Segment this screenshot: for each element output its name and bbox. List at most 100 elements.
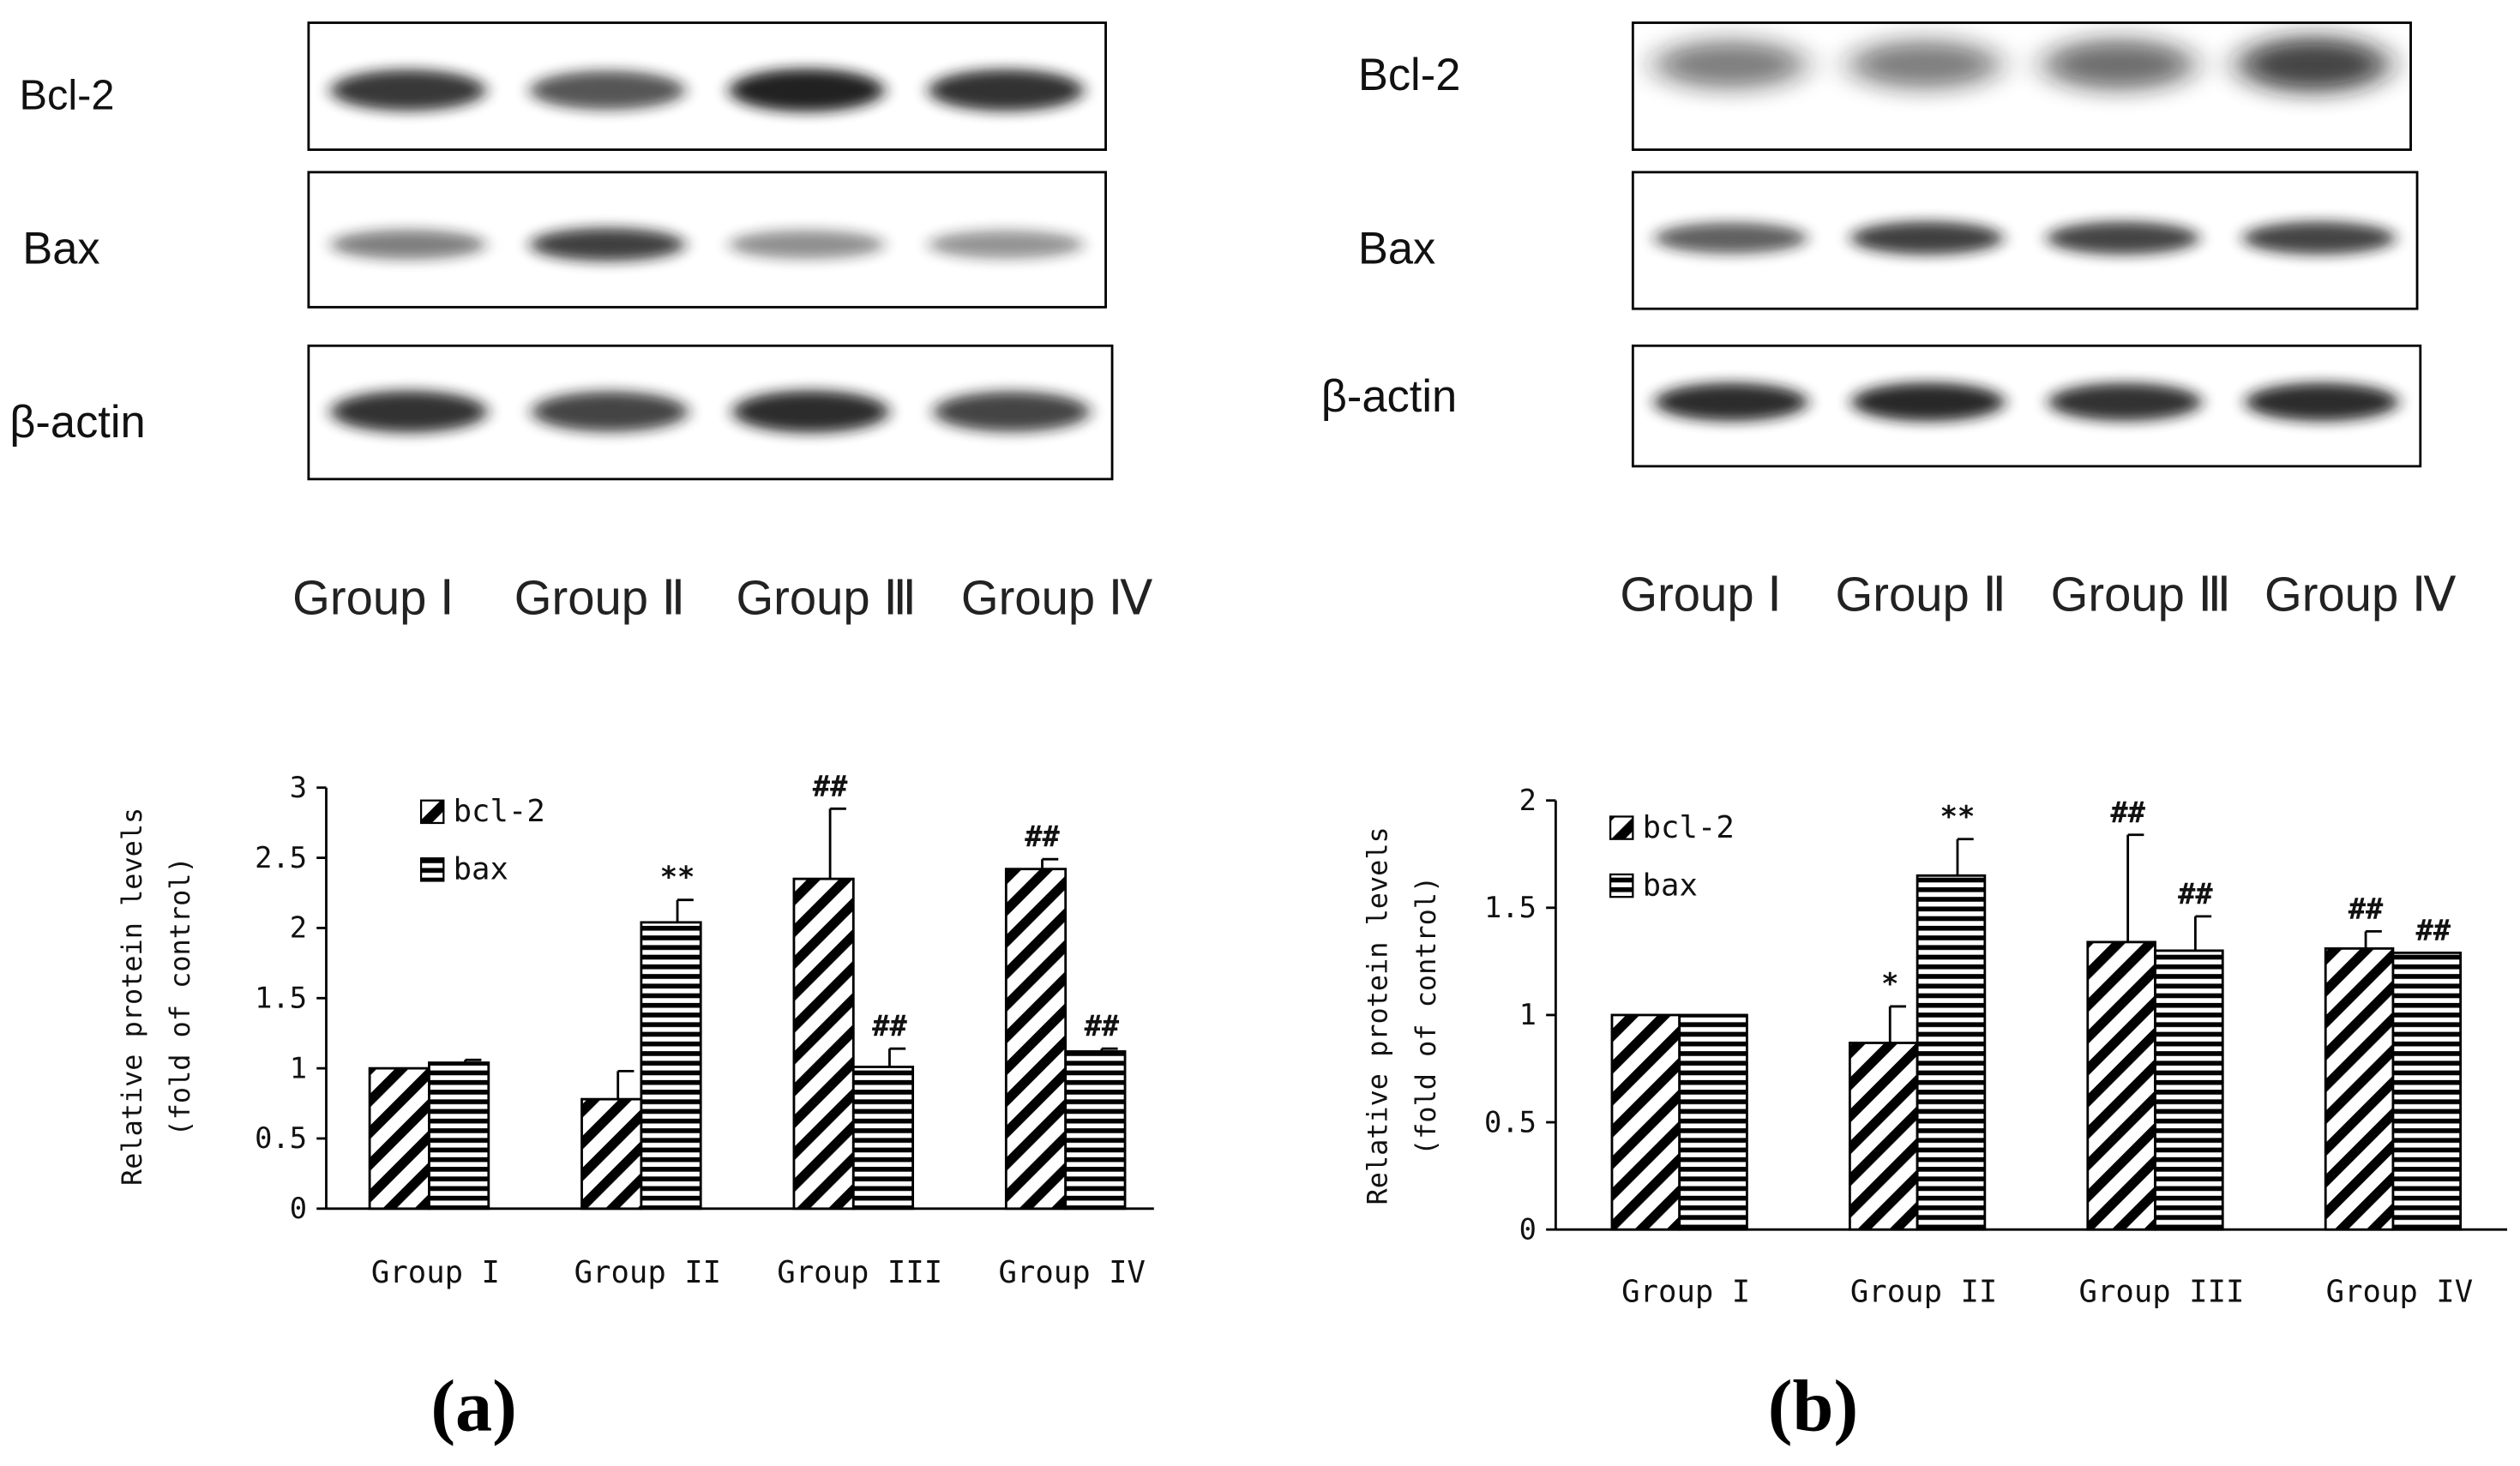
blot-band bbox=[529, 70, 686, 111]
significance-mark: ## bbox=[1025, 820, 1060, 853]
bar-bax-2 bbox=[640, 921, 702, 1211]
legend-label-bcl-2: bcl-2 bbox=[454, 794, 545, 829]
blot-band bbox=[330, 390, 488, 433]
bar-bcl-2-4 bbox=[1004, 868, 1068, 1211]
blot-band bbox=[933, 391, 1091, 432]
blot-b-group-2: Group Ⅱ bbox=[1836, 568, 2007, 622]
y-tick-label: 0 bbox=[1519, 1212, 1537, 1246]
y-tick-label: 3 bbox=[290, 771, 307, 804]
blot-b-group-4: Group Ⅳ bbox=[2264, 568, 2457, 622]
blot-a-group-2: Group Ⅱ bbox=[514, 570, 686, 624]
significance-mark: * bbox=[1881, 967, 1898, 1000]
y-axis-title: Relative protein levels bbox=[116, 808, 148, 1186]
blot-b-label-actin: β-actin bbox=[1321, 371, 1457, 422]
blot-band bbox=[531, 391, 689, 432]
blot-band bbox=[1849, 39, 2000, 90]
x-tick-label: Group I bbox=[371, 1255, 500, 1290]
y-tick-label: 1 bbox=[1519, 998, 1537, 1031]
legend-swatch-bax bbox=[1609, 873, 1634, 898]
blot-a-group-3: Group Ⅲ bbox=[736, 570, 917, 624]
legend-swatch-bax bbox=[419, 857, 445, 882]
bar-bax-2 bbox=[1916, 874, 1987, 1231]
blot-a-bands bbox=[330, 68, 1091, 433]
blot-a-label-actin: β-actin bbox=[9, 397, 145, 448]
blot-band bbox=[2042, 39, 2195, 91]
blot-band bbox=[928, 69, 1084, 111]
x-tick-label: Group III bbox=[777, 1255, 942, 1290]
blot-band bbox=[1654, 222, 1807, 255]
blot-band bbox=[732, 390, 889, 433]
y-tick-label: 0.5 bbox=[1484, 1105, 1537, 1139]
significance-mark: ** bbox=[1940, 800, 1976, 833]
x-tick-label: Group I bbox=[1621, 1275, 1750, 1310]
blot-band bbox=[1850, 221, 2004, 255]
y-tick-label: 2 bbox=[1519, 784, 1537, 817]
y-axis-subtitle: (fold of control) bbox=[1410, 876, 1442, 1156]
x-tick-label: Group IV bbox=[998, 1255, 1146, 1290]
bar-bcl-2-2 bbox=[580, 1097, 643, 1211]
blot-band bbox=[729, 230, 885, 259]
blot-band bbox=[928, 230, 1084, 259]
significance-mark: ## bbox=[1085, 1009, 1120, 1042]
blot-band bbox=[1654, 382, 1808, 422]
x-tick-label: Group III bbox=[2079, 1275, 2245, 1310]
legend-swatch-bcl-2 bbox=[1609, 815, 1634, 840]
significance-mark: ## bbox=[872, 1009, 907, 1042]
bar-bcl-2-1 bbox=[1610, 1013, 1681, 1231]
y-axis-title: Relative protein levels bbox=[1362, 826, 1394, 1205]
panel-label-b: (b) bbox=[1768, 1364, 1858, 1446]
y-tick-label: 2.5 bbox=[255, 841, 307, 874]
blot-a-group-1: Group Ⅰ bbox=[292, 570, 454, 624]
y-tick-label: 0 bbox=[290, 1192, 307, 1225]
blot-band bbox=[2245, 382, 2399, 422]
blot-band bbox=[330, 69, 486, 111]
blot-b-group-3: Group Ⅲ bbox=[2051, 568, 2232, 622]
legend-label-bcl-2: bcl-2 bbox=[1643, 810, 1735, 845]
bar-bcl-2-4 bbox=[2324, 946, 2395, 1231]
blot-b-label-bcl2: Bcl-2 bbox=[1358, 50, 1461, 100]
bar-bax-3 bbox=[851, 1066, 915, 1211]
significance-mark: ** bbox=[660, 861, 695, 894]
x-tick-label: Group IV bbox=[2326, 1275, 2474, 1310]
x-tick-label: Group II bbox=[1850, 1275, 1998, 1310]
blot-band bbox=[2048, 382, 2202, 422]
x-tick-label: Group II bbox=[574, 1255, 722, 1290]
significance-mark: ## bbox=[2110, 796, 2145, 829]
bar-chart-b: 0 0.5 1 1.5 2 Relative protein levels (fold of… bbox=[1362, 784, 2508, 1310]
blot-a-label-bax: Bax bbox=[22, 224, 99, 274]
blot-a-label-bcl2: Bcl-2 bbox=[19, 73, 114, 119]
legend-label-bax: bax bbox=[454, 852, 508, 887]
bar-bax-4 bbox=[2391, 951, 2463, 1231]
bar-chart-a: 0 0.5 1 1.5 2 2.5 3 Relative protein levels (fol… bbox=[116, 769, 1154, 1290]
blot-panel-b: Bcl-2 Bax β-actin Group Ⅰ Group Ⅱ Group … bbox=[1321, 21, 2457, 622]
y-tick-label: 1.5 bbox=[1484, 891, 1537, 924]
bar-bax-4 bbox=[1064, 1050, 1127, 1211]
blot-band bbox=[1851, 382, 2006, 422]
blot-b-bands bbox=[1654, 36, 2399, 422]
blot-panel-a: Bcl-2 Bax β-actin Group Ⅰ Group Ⅱ Group … bbox=[9, 21, 1153, 624]
y-tick-label: 1.5 bbox=[255, 982, 307, 1015]
significance-mark: ## bbox=[2178, 877, 2213, 910]
bar-bax-1 bbox=[1678, 1013, 1748, 1231]
legend-label-bax: bax bbox=[1643, 868, 1698, 903]
bar-bax-3 bbox=[2154, 949, 2224, 1231]
blot-band bbox=[2046, 221, 2200, 255]
blot-band bbox=[1654, 39, 1807, 90]
bar-bax-1 bbox=[428, 1061, 490, 1211]
y-axis-subtitle: (fold of control) bbox=[164, 856, 196, 1136]
legend-swatch-bcl-2 bbox=[419, 799, 445, 825]
y-tick-label: 2 bbox=[290, 911, 307, 945]
y-tick-label: 1 bbox=[290, 1051, 307, 1084]
y-tick-label: 0.5 bbox=[255, 1121, 307, 1155]
blot-band bbox=[2237, 36, 2390, 93]
bar-bcl-2-2 bbox=[1848, 1042, 1919, 1231]
significance-mark: ## bbox=[2349, 892, 2384, 925]
panel-label-a: (a) bbox=[430, 1364, 517, 1446]
significance-mark: ## bbox=[813, 769, 848, 802]
bar-bcl-2-3 bbox=[2086, 940, 2156, 1231]
blot-band bbox=[330, 229, 486, 260]
blot-band bbox=[2242, 221, 2396, 255]
blot-band bbox=[729, 68, 885, 112]
blot-b-label-bax: Bax bbox=[1358, 224, 1435, 274]
